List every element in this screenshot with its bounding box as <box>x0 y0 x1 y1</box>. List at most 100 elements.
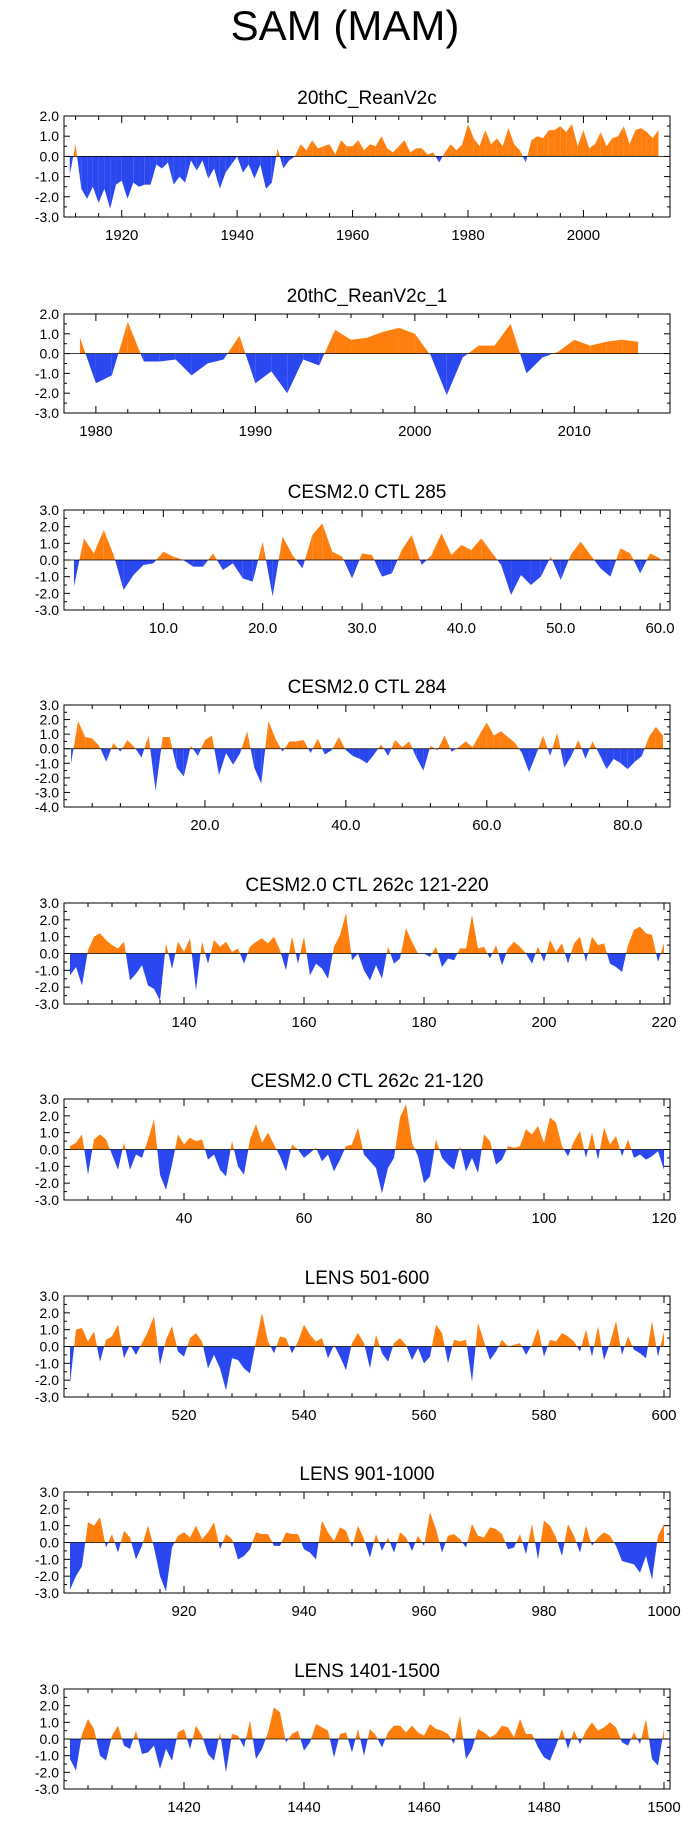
negative-area <box>148 953 154 989</box>
negative-area <box>232 1346 238 1360</box>
positive-area <box>498 1339 502 1347</box>
negative-area <box>656 953 658 962</box>
negative-area <box>622 1346 625 1355</box>
x-tick-label: 200 <box>531 1014 556 1031</box>
positive-area <box>600 132 607 157</box>
negative-area <box>442 1542 446 1553</box>
positive-area <box>364 1343 365 1347</box>
positive-area <box>333 1344 334 1347</box>
negative-area <box>88 1149 93 1175</box>
negative-area <box>613 748 621 764</box>
positive-area <box>574 739 579 749</box>
positive-area <box>375 136 382 157</box>
negative-area <box>584 1149 586 1158</box>
negative-area <box>104 156 111 209</box>
x-tick-label: 980 <box>531 1603 556 1620</box>
negative-area <box>76 953 82 986</box>
positive-area <box>583 130 590 157</box>
positive-area <box>335 329 352 354</box>
positive-area <box>118 1324 122 1347</box>
positive-area <box>472 734 480 749</box>
positive-area <box>397 1532 400 1543</box>
positive-area <box>136 1730 139 1739</box>
negative-area <box>439 156 443 163</box>
positive-area <box>292 936 296 954</box>
negative-area <box>535 1542 538 1560</box>
positive-area <box>250 1124 256 1150</box>
negative-area <box>451 1739 454 1744</box>
positive-area <box>298 1534 302 1543</box>
positive-area <box>496 1725 502 1739</box>
negative-area <box>131 1346 136 1355</box>
negative-area <box>272 560 279 597</box>
negative-area <box>122 1739 124 1746</box>
negative-area <box>585 748 590 759</box>
positive-area <box>353 1525 358 1543</box>
negative-area <box>526 953 532 964</box>
positive-area <box>392 146 399 157</box>
negative-area <box>316 1149 322 1162</box>
negative-area <box>640 1739 642 1744</box>
positive-area <box>527 140 532 157</box>
positive-area <box>531 136 538 157</box>
positive-area <box>73 721 79 749</box>
negative-area <box>125 953 130 981</box>
positive-area <box>388 1537 390 1543</box>
positive-area <box>556 943 562 954</box>
negative-area <box>260 156 266 189</box>
negative-area <box>238 1149 244 1175</box>
negative-area <box>118 748 121 752</box>
negative-area <box>451 748 457 752</box>
negative-area <box>110 156 116 209</box>
positive-area <box>226 1534 232 1543</box>
positive-area <box>351 337 367 354</box>
positive-area <box>292 555 297 560</box>
positive-area <box>310 1334 316 1347</box>
x-tick-label: 40 <box>176 1210 193 1227</box>
positive-area <box>262 541 266 560</box>
negative-area <box>279 156 284 169</box>
positive-area <box>213 553 217 560</box>
positive-area <box>250 1720 253 1739</box>
positive-area <box>528 1523 532 1543</box>
negative-area <box>248 156 255 179</box>
negative-area <box>423 748 430 771</box>
positive-area <box>502 128 509 157</box>
positive-area <box>608 1343 610 1347</box>
positive-area <box>154 1316 158 1347</box>
negative-area <box>106 1542 109 1548</box>
negative-area <box>225 156 232 173</box>
positive-area <box>508 1146 514 1150</box>
negative-area <box>346 1346 352 1371</box>
positive-area <box>616 1727 621 1739</box>
y-tick-label: -3.0 <box>35 405 59 421</box>
positive-area <box>646 933 652 954</box>
negative-area <box>634 1346 640 1354</box>
y-tick-label: 0.0 <box>40 346 60 362</box>
negative-area <box>214 1149 220 1170</box>
y-tick-label: 0.0 <box>40 1731 60 1747</box>
x-tick-label: 30.0 <box>347 620 376 637</box>
positive-area <box>481 1134 484 1150</box>
positive-area <box>144 735 149 749</box>
positive-area <box>648 726 656 749</box>
negative-area <box>150 156 157 185</box>
negative-area <box>106 1739 112 1761</box>
positive-area <box>457 948 460 954</box>
positive-area <box>373 1334 376 1347</box>
negative-area <box>487 953 490 959</box>
positive-area <box>610 1535 614 1543</box>
negative-area <box>379 1542 382 1551</box>
positive-area <box>148 735 151 749</box>
positive-area <box>166 943 169 954</box>
positive-area <box>479 130 486 157</box>
chart-title: LENS 901-1000 <box>299 1464 434 1485</box>
positive-area <box>187 1338 190 1347</box>
negative-area <box>296 560 303 569</box>
negative-area <box>448 1346 453 1364</box>
x-tick-label: 220 <box>651 1014 676 1031</box>
y-tick-label: -2.0 <box>35 189 59 205</box>
positive-area <box>122 1142 124 1150</box>
positive-area <box>491 551 498 560</box>
y-tick-label: 2.0 <box>40 712 60 728</box>
